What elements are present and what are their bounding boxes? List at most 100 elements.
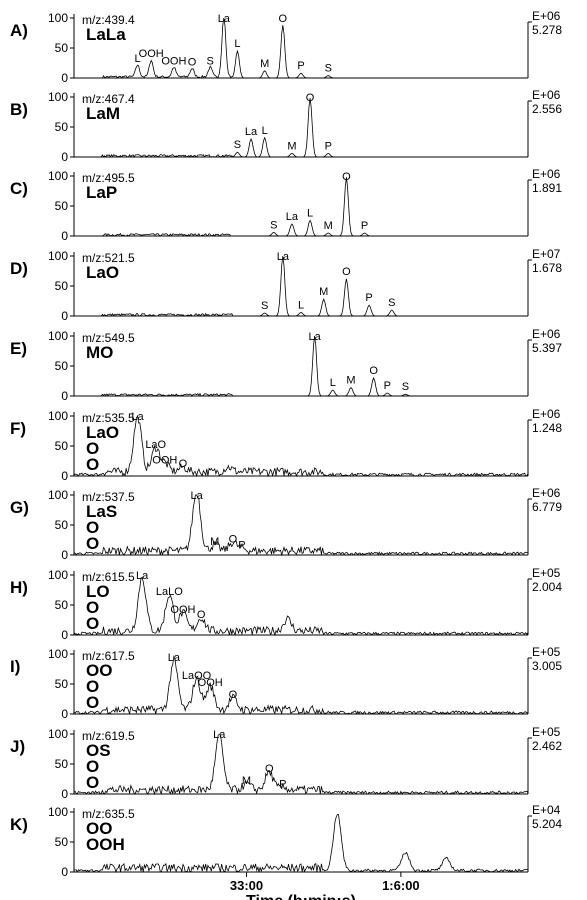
compound-label: MO [86,343,113,362]
compound-label: O [86,455,99,474]
mz-label: m/z:617.5 [82,649,135,663]
peak-label: O [369,365,378,377]
y-tick-label: 0 [61,469,68,483]
mz-label: m/z:467.4 [82,92,135,106]
peak-label: La [286,211,299,223]
y-tick-label: 100 [48,409,68,423]
compound-label: O [86,439,99,458]
chromatogram-trace [73,494,529,557]
max-intensity-label: 2.004 [532,580,562,594]
mz-label: m/z:619.5 [82,729,135,743]
peak-label: L [134,53,140,65]
panel-letter: E) [10,339,27,358]
max-intensity-label: 1.678 [532,261,562,275]
peak-label: La [190,490,203,502]
compound-label: LaO [86,263,119,282]
compound-label: O [86,677,99,696]
y-tick-label: 100 [48,727,68,741]
y-tick-label: 100 [48,488,68,502]
peak-label: M [242,775,251,787]
panel-letter: C) [10,179,28,198]
y-tick-label: 0 [61,389,68,403]
peak-label: La [277,251,290,263]
peak-label: M [210,536,219,548]
max-intensity-label: 5.204 [532,817,562,831]
exponent-label: E+05 [532,725,561,739]
compound-label: O [86,614,99,633]
max-intensity-label: 3.005 [532,659,562,673]
peak-label: L [298,299,304,311]
chromatogram-trace [74,98,528,158]
exponent-label: E+05 [532,645,561,659]
peak-label: S [261,300,268,312]
peak-label: S [207,55,214,67]
chromatogram-trace [73,655,529,715]
panel-letter: F) [10,419,26,438]
compound-label: LaM [86,104,120,123]
y-tick-label: 50 [55,199,69,213]
peak-label: La [136,570,149,582]
exponent-label: E+06 [532,327,561,341]
peak-label: OOH [152,455,177,467]
compound-label: OO [86,819,112,838]
mz-label: m/z:495.5 [82,171,135,185]
y-tick-label: 0 [61,309,68,323]
peak-label: OOH [161,55,186,67]
peak-label: M [346,375,355,387]
exponent-label: E+07 [532,247,561,261]
y-tick-label: 0 [61,229,68,243]
peak-label: P [384,380,391,392]
compound-label: O [86,757,99,776]
panel-letter: B) [10,100,28,119]
compound-label: O [86,598,99,617]
peak-label: LaOO [182,670,212,682]
chromatogram-trace [73,576,529,637]
chromatogram-trace [74,17,528,79]
chromatogram-trace [74,255,528,317]
max-intensity-label: 5.278 [532,23,562,37]
peak-label: La [131,411,144,423]
y-tick-label: 50 [55,439,69,453]
y-tick-label: 100 [48,169,68,183]
max-intensity-label: 1.248 [532,421,562,435]
exponent-label: E+04 [532,803,561,817]
peak-label: L [307,207,313,219]
chromatogram-trace [73,733,529,795]
peak-label: La [213,729,226,741]
peak-label: La [245,126,258,138]
peak-label: S [325,63,332,75]
exponent-label: E+05 [532,566,561,580]
peak-label: O [229,534,238,546]
peak-label: S [388,297,395,309]
exponent-label: E+06 [532,167,561,181]
peak-label: L [330,377,336,389]
peak-label: S [234,139,241,151]
y-tick-label: 0 [61,150,68,164]
chromatogram-trace [73,414,529,478]
peak-label: La [308,331,321,343]
compound-label: O [86,534,99,553]
y-tick-label: 50 [55,359,69,373]
y-tick-label: 100 [48,805,68,819]
peak-label: S [402,381,409,393]
mz-label: m/z:635.5 [82,807,135,821]
y-tick-label: 50 [55,518,69,532]
peak-label: O [342,171,351,183]
compound-label: LaP [86,183,117,202]
compound-label: LO [86,582,110,601]
panel-letter: G) [10,498,29,517]
mz-label: m/z:615.5 [82,570,135,584]
peak-label: O [179,458,188,470]
compound-label: OO [86,661,112,680]
max-intensity-label: 2.462 [532,739,562,753]
compound-label: OS [86,741,111,760]
y-tick-label: 50 [55,120,69,134]
y-tick-label: 0 [61,707,68,721]
peak-label: La [168,652,181,664]
panel-letter: I) [10,657,20,676]
peak-label: M [287,140,296,152]
panel-letter: J) [10,737,25,756]
compound-label: O [86,693,99,712]
